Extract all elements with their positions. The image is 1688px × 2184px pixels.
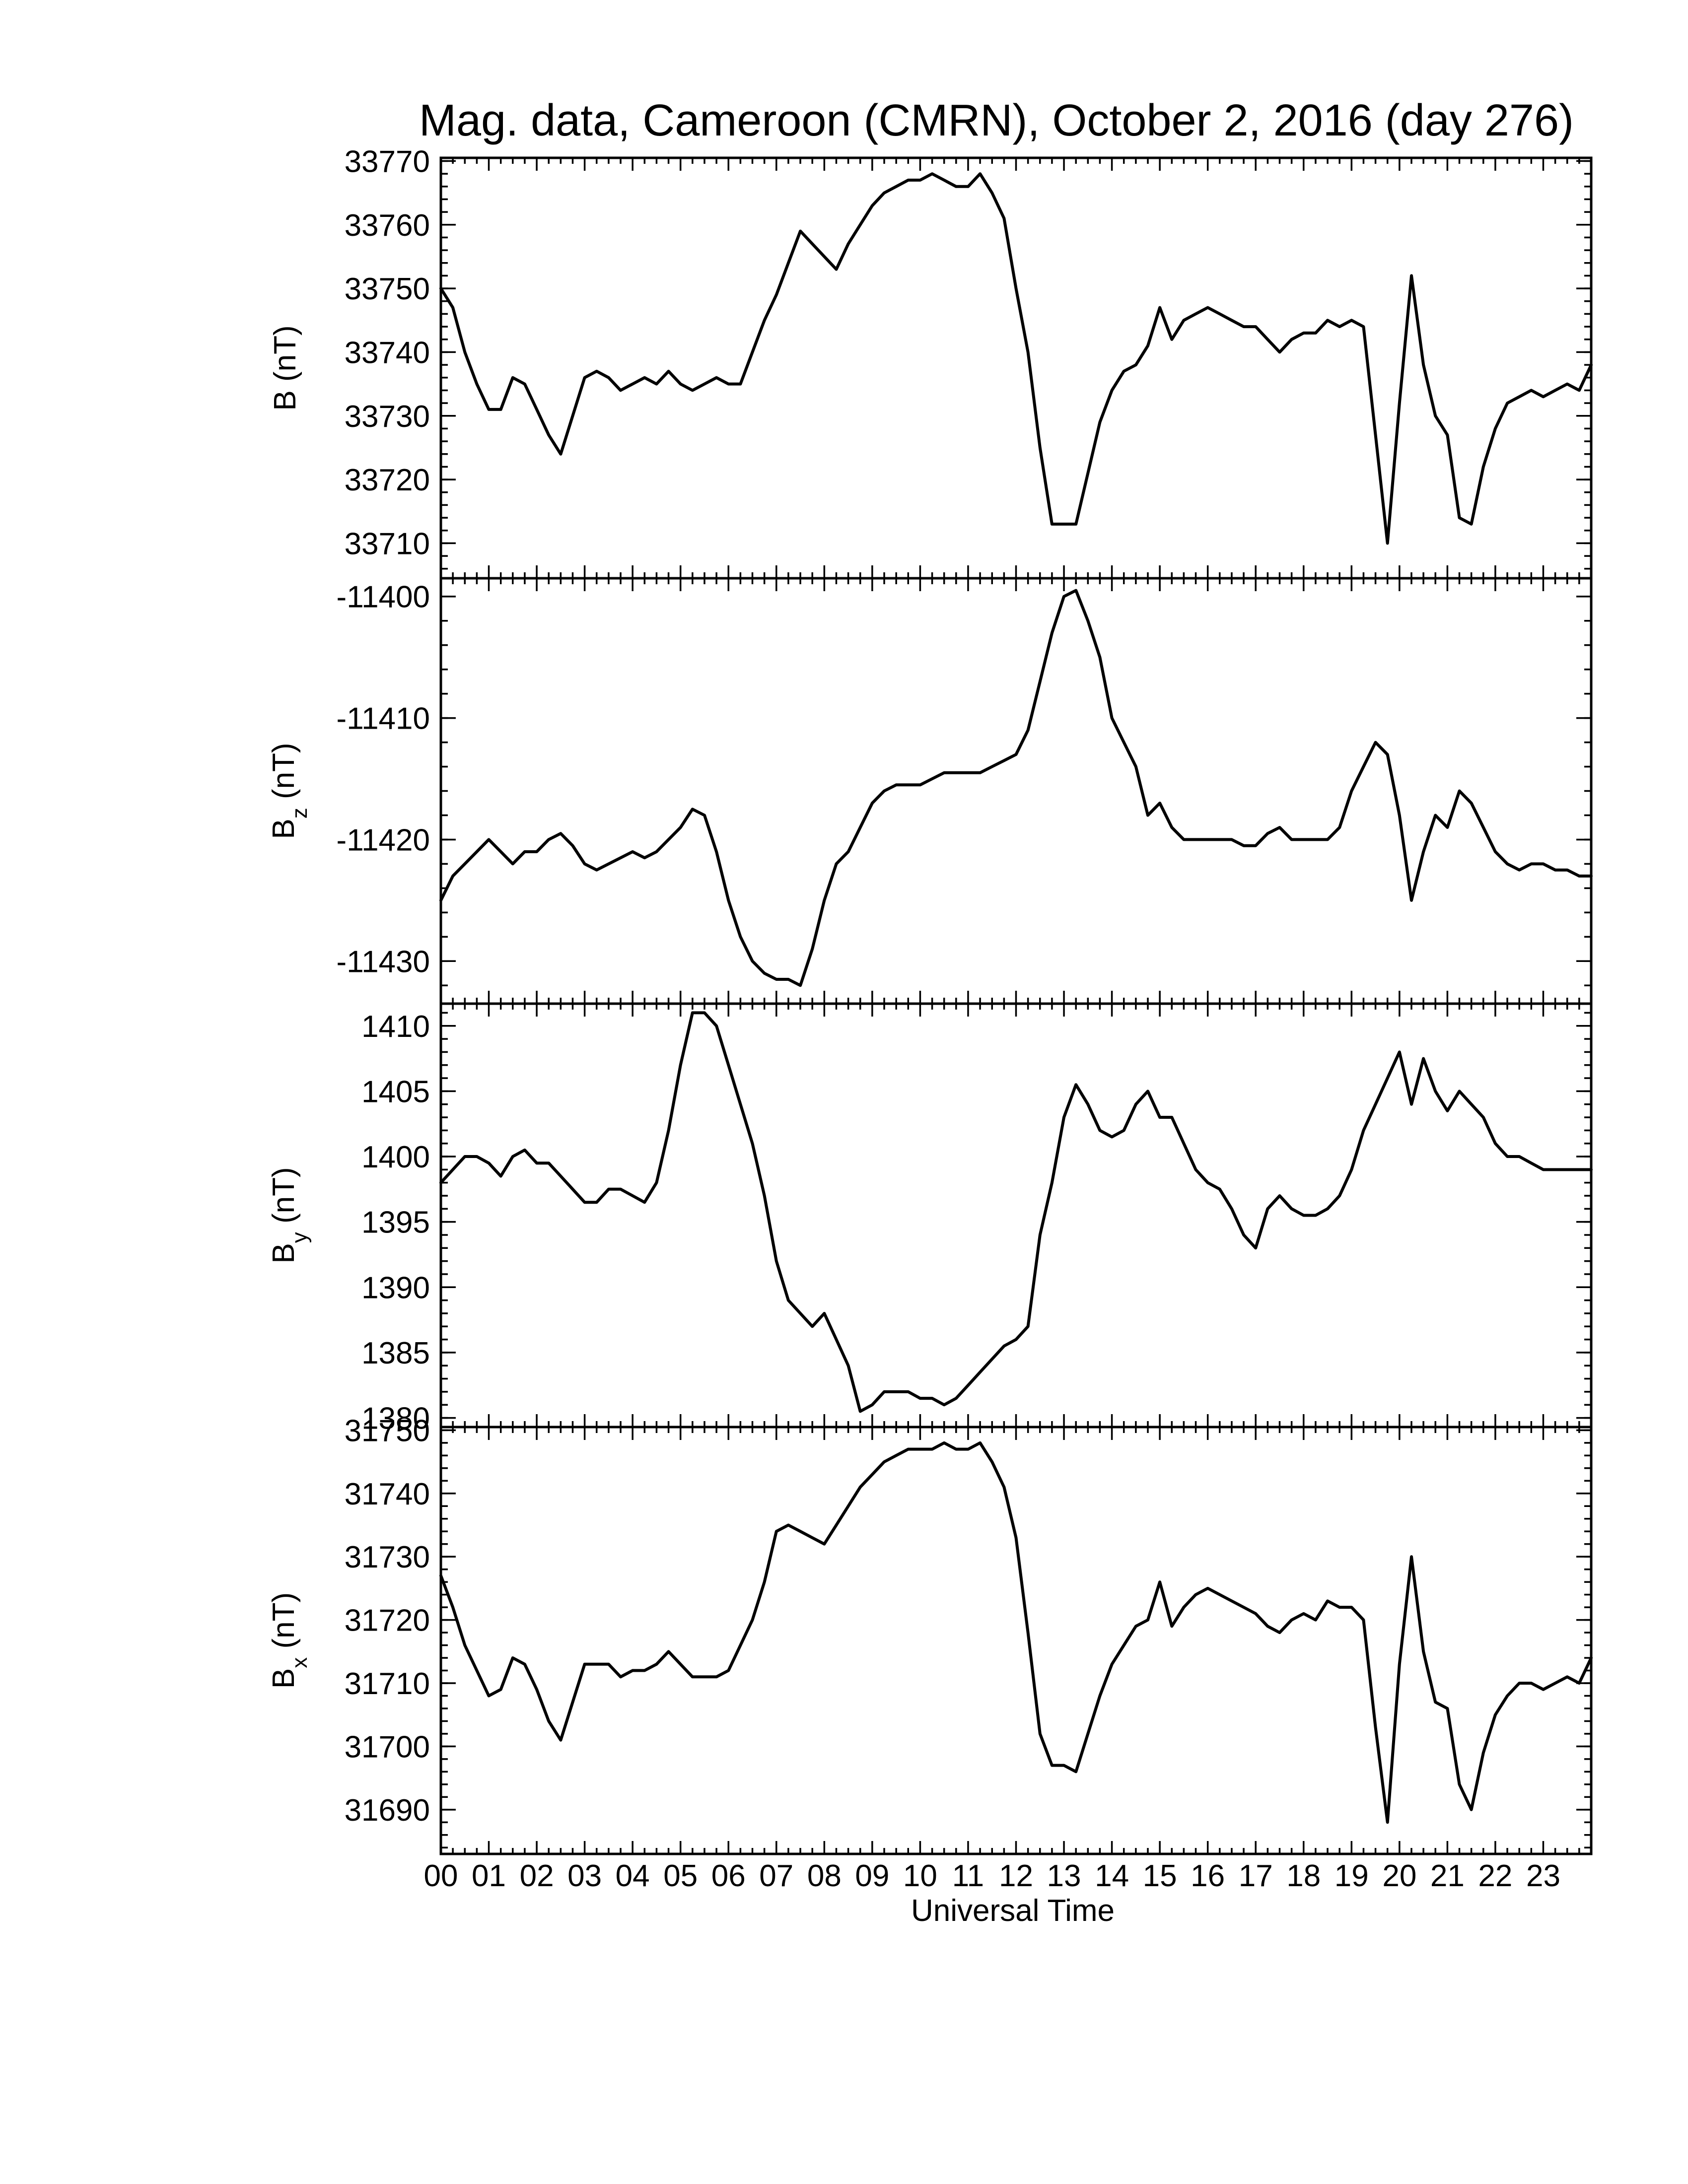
y-axis-title-sub: x	[287, 1657, 312, 1668]
x-tick-label: 05	[663, 1859, 698, 1893]
x-tick-label: 15	[1143, 1859, 1177, 1893]
y-axis-title-main: B	[267, 1668, 301, 1689]
y-axis-title-unit: (nT)	[267, 1592, 301, 1657]
panel-frame	[439, 1002, 1593, 1429]
x-tick-label: 11	[952, 1859, 984, 1893]
series-line-Bz	[439, 589, 1593, 987]
y-tick-label: 31720	[345, 1604, 430, 1638]
y-axis-title: By (nT)	[267, 1167, 312, 1263]
x-tick-label: 18	[1286, 1859, 1321, 1893]
y-axis-title-unit: (nT)	[268, 325, 302, 390]
y-tick-label: -11410	[337, 702, 430, 736]
x-tick-label: 07	[759, 1859, 793, 1893]
x-tick-label: 23	[1526, 1859, 1560, 1893]
y-tick-label: 33730	[345, 400, 430, 434]
x-tick-label: 01	[472, 1859, 506, 1893]
y-axis-title-unit: (nT)	[267, 1167, 301, 1232]
y-tick-label: 1395	[361, 1206, 430, 1240]
y-axis-title-main: B	[268, 390, 302, 410]
y-tick-label: 1385	[361, 1336, 430, 1370]
x-tick-label: 04	[616, 1859, 650, 1893]
y-tick-label: 33720	[345, 463, 430, 497]
x-tick-label: 13	[1047, 1859, 1081, 1893]
y-tick-label: 31730	[345, 1540, 430, 1574]
y-tick-label: 31700	[345, 1730, 430, 1764]
y-tick-label: 33770	[345, 144, 430, 179]
series-line-B	[439, 172, 1593, 545]
y-axis-title: Bz (nT)	[267, 743, 312, 839]
series-line-By	[439, 1011, 1593, 1413]
panel-frame	[439, 156, 1593, 580]
y-axis-title: Bx (nT)	[267, 1592, 312, 1689]
x-tick-label: 00	[424, 1859, 458, 1893]
x-tick-label: 17	[1239, 1859, 1273, 1893]
x-tick-label: 12	[999, 1859, 1033, 1893]
panels: 33770 33760 33750 33740 33730 33720 33710 B (nT…	[267, 144, 1593, 1855]
y-tick-label: 1405	[361, 1075, 430, 1109]
y-tick-label: 31690	[345, 1793, 430, 1828]
y-axis-title-unit: (nT)	[267, 743, 301, 808]
x-tick-label: 09	[855, 1859, 889, 1893]
y-axis-title: B (nT)	[268, 325, 302, 410]
y-axis-title-main: B	[267, 1243, 301, 1263]
x-tick-label: 02	[520, 1859, 554, 1893]
y-axis-title-sub: z	[287, 808, 312, 819]
x-tick-label: 14	[1095, 1859, 1129, 1893]
series-line-Bx	[439, 1441, 1593, 1824]
x-axis-title: Universal Time	[911, 1894, 1115, 1928]
x-axis: 00 01 02 03 04 05 06 07 08 09 10 11 12 13 14 15 16 17 18 19…	[424, 1859, 1560, 1893]
x-tick-label: 06	[711, 1859, 746, 1893]
x-tick-label: 19	[1335, 1859, 1369, 1893]
x-tick-label: 22	[1478, 1859, 1512, 1893]
y-tick-label: 1410	[361, 1010, 430, 1044]
y-tick-label: 31750	[345, 1414, 430, 1448]
panel-B: 33770 33760 33750 33740 33730 33720 33710 B (nT…	[268, 144, 1593, 580]
x-tick-label: 10	[903, 1859, 937, 1893]
x-tick-label: 21	[1430, 1859, 1465, 1893]
y-tick-label: 33760	[345, 208, 430, 243]
y-tick-label: 1380	[361, 1402, 430, 1436]
y-tick-label: 33750	[345, 272, 430, 306]
y-axis-title-sub: y	[287, 1232, 312, 1243]
x-tick-label: 20	[1382, 1859, 1416, 1893]
panel-Bx: 31750 31740 31730 31720 31710 31700 31690 Bx (n…	[267, 1414, 1593, 1855]
y-tick-label: -11430	[337, 945, 430, 979]
y-axis-title-main: B	[267, 819, 301, 839]
x-tick-label: 16	[1191, 1859, 1225, 1893]
x-tick-label: 08	[807, 1859, 842, 1893]
x-tick-label: 03	[567, 1859, 602, 1893]
panel-frame	[439, 1426, 1593, 1855]
y-tick-label: -11400	[337, 580, 430, 614]
y-tick-label: 33740	[345, 336, 430, 370]
panel-Bz: -11400 -11410 -11420 -11430 Bz (nT)	[267, 577, 1593, 1005]
panel-frame	[439, 577, 1593, 1005]
y-tick-label: 1390	[361, 1271, 430, 1305]
y-tick-label: 31710	[345, 1667, 430, 1701]
y-tick-label: 1400	[361, 1140, 430, 1174]
y-tick-label: 31740	[345, 1477, 430, 1511]
y-tick-label: 33710	[345, 527, 430, 561]
y-tick-label: -11420	[337, 823, 430, 857]
panel-By: 1410 1405 1400 1395 1390 1385 1380 By (nT)	[267, 1002, 1593, 1436]
chart-title: Mag. data, Cameroon (CMRN), October 2, 2…	[419, 96, 1574, 145]
